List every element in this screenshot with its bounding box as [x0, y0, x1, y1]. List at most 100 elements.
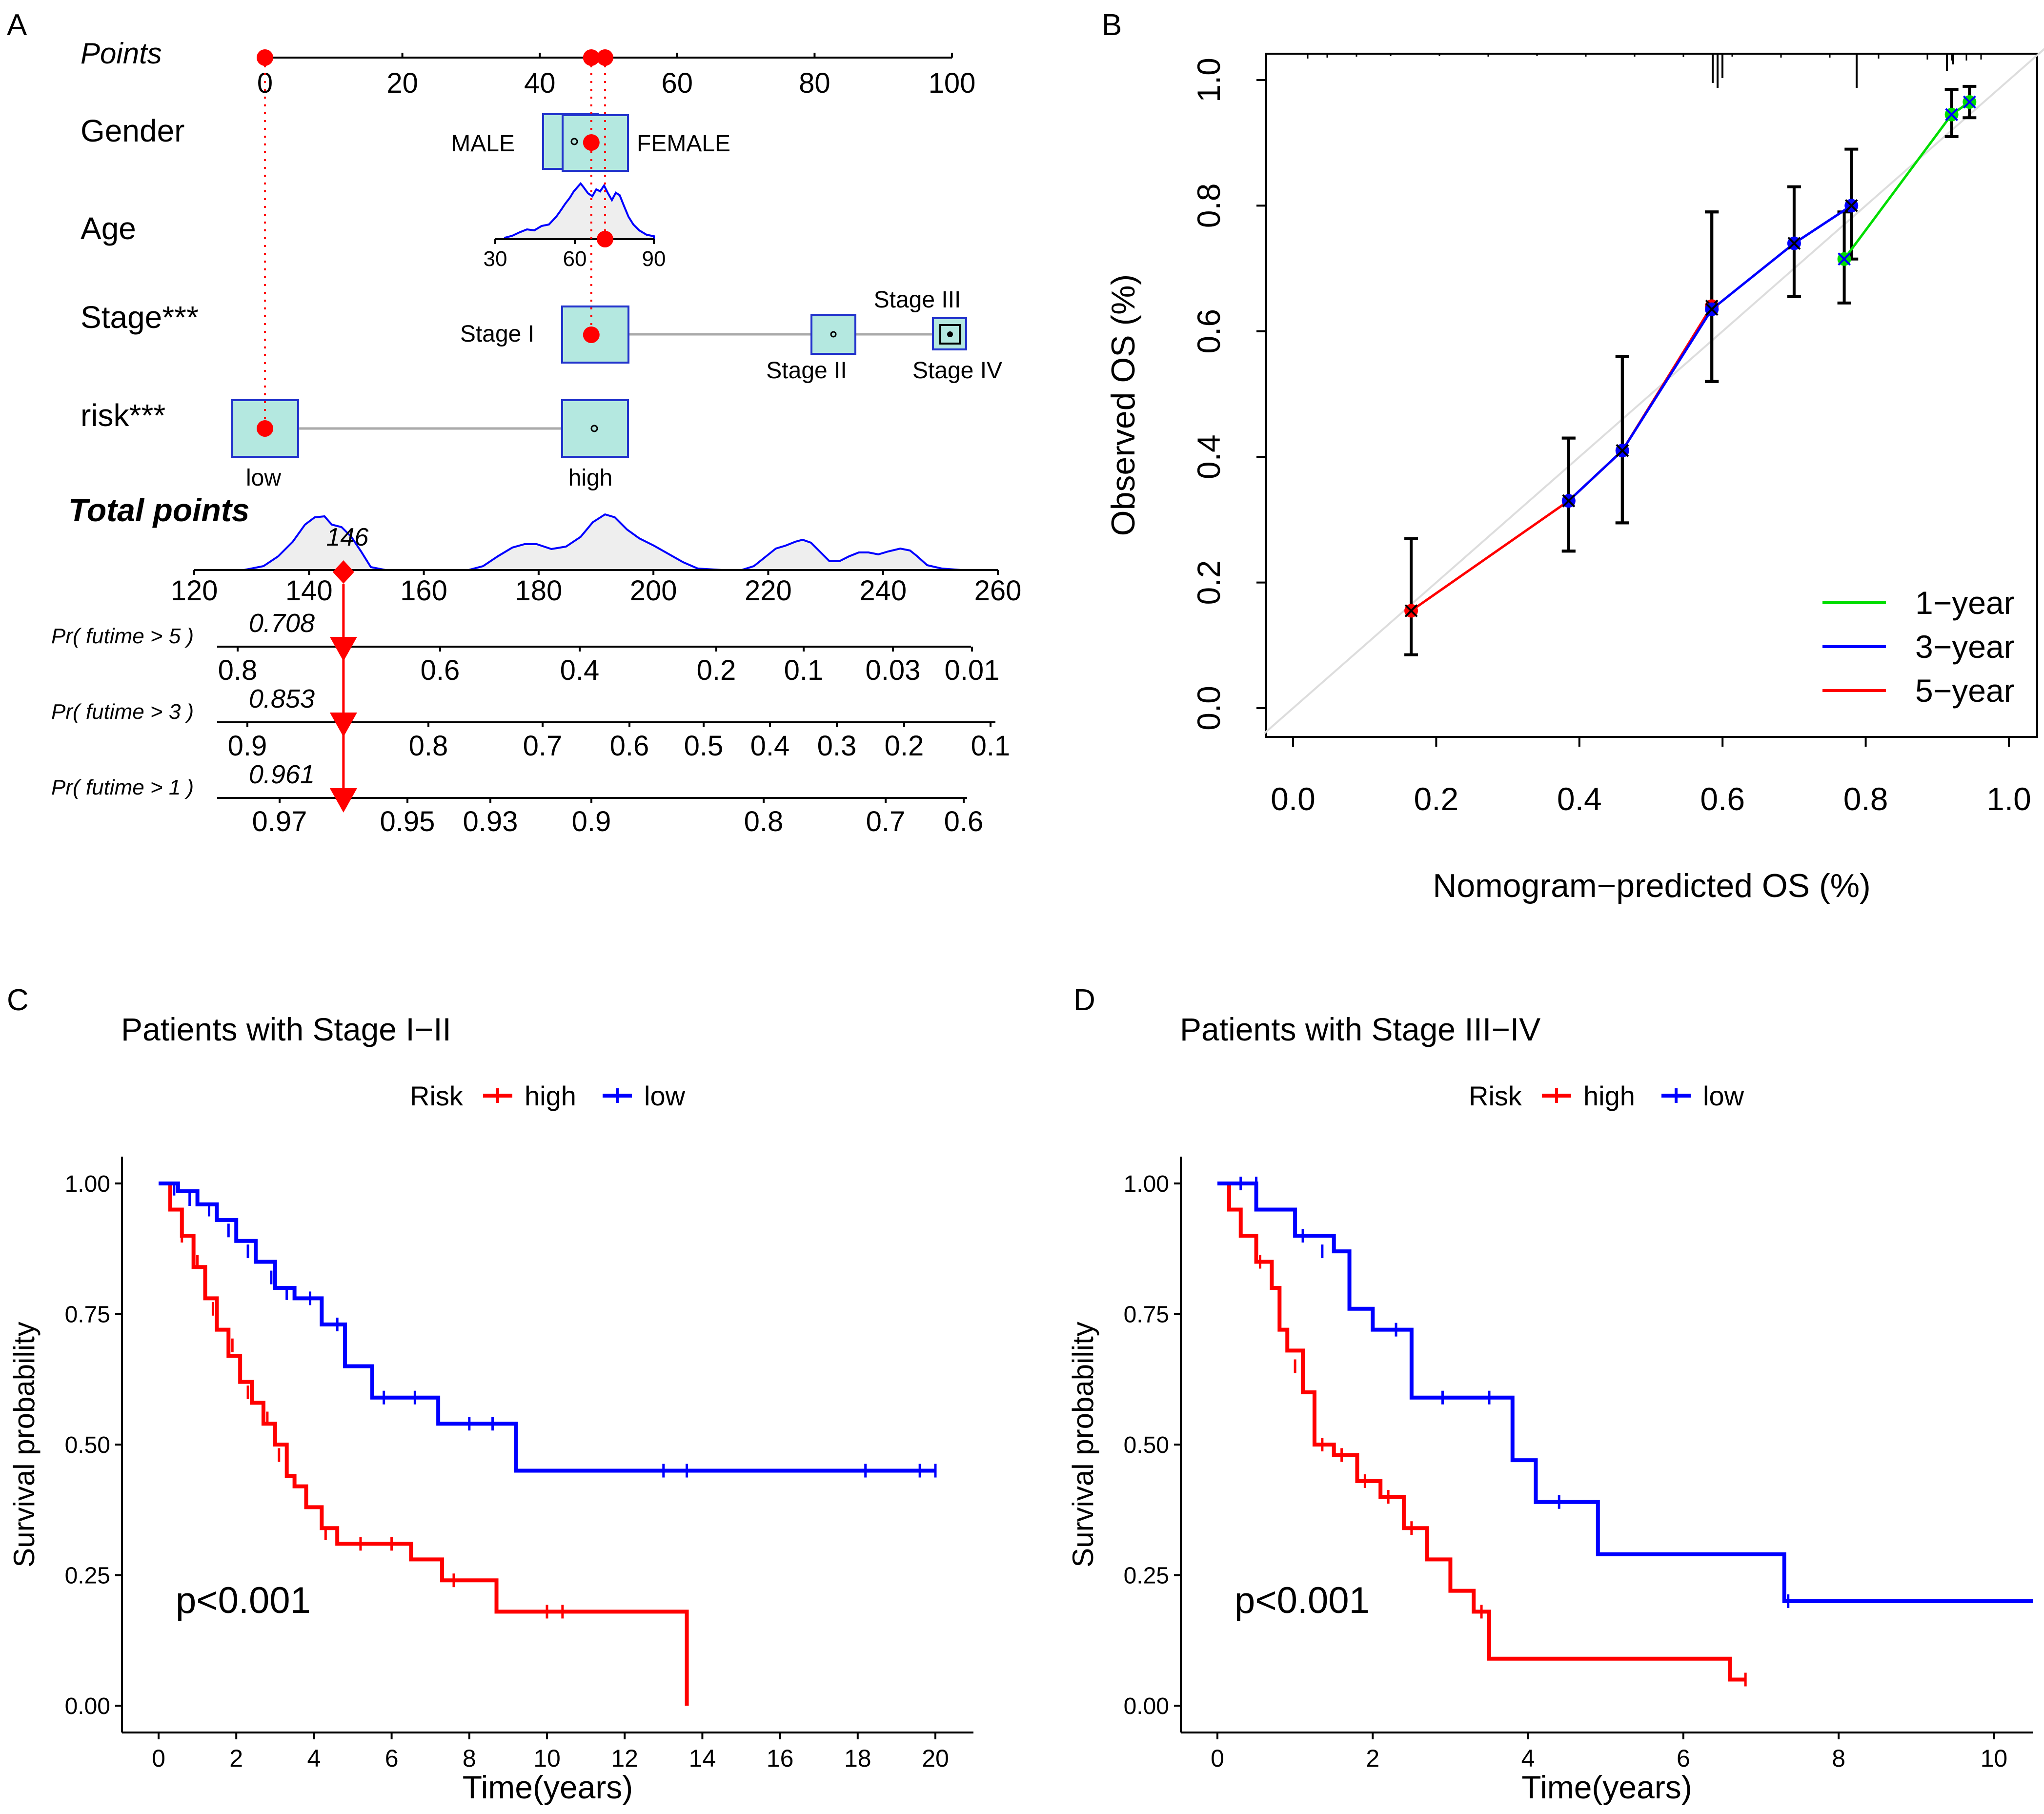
x-tick-label: 0.6 — [1700, 781, 1745, 817]
prediction-tick-label: 0.5 — [684, 730, 724, 762]
x-tick-label: 0 — [1211, 1745, 1224, 1772]
y-tick-label: 0.0 — [1191, 686, 1227, 731]
legend-label: high — [1583, 1080, 1635, 1111]
x-tick-label: 0 — [152, 1745, 165, 1772]
prediction-tick-label: 0.8 — [218, 654, 258, 686]
y-axis-title: Survival probability — [8, 1322, 40, 1568]
x-tick-label: 0.0 — [1271, 781, 1315, 817]
prediction-value: 0.708 — [249, 609, 315, 638]
prediction-tick-label: 0.03 — [866, 654, 921, 686]
risk-level-high: high — [568, 465, 613, 491]
risk-level-low: low — [246, 465, 281, 491]
calibration-cross — [1945, 108, 1959, 122]
prediction-label: Pr( futime > 5 ) — [51, 624, 194, 648]
x-tick-label: 6 — [385, 1745, 399, 1772]
survival-curve-high — [1217, 1182, 1746, 1682]
total-points-marker — [332, 560, 354, 584]
selected-point — [583, 134, 600, 151]
variable-name: Age — [81, 211, 136, 246]
total-points-tick-label: 260 — [974, 575, 1022, 607]
age-density — [504, 182, 655, 240]
legend-label: 5−year — [1915, 673, 2015, 709]
x-tick-label: 8 — [1832, 1745, 1845, 1772]
calibration-cross — [1404, 604, 1418, 617]
stage-level-ii: Stage II — [766, 358, 847, 384]
legend-label: low — [1703, 1080, 1744, 1111]
prediction-tick-label: 0.9 — [228, 730, 267, 762]
total-points-tick-label: 240 — [859, 575, 907, 607]
x-tick-label: 0.2 — [1414, 781, 1459, 817]
plot-box — [1265, 53, 2038, 738]
age-tick-label: 60 — [563, 247, 587, 271]
total-points-value: 146 — [326, 523, 368, 551]
calibration-cross — [1963, 95, 1976, 109]
prediction-value: 0.961 — [249, 760, 315, 789]
gender-level-male: MALE — [451, 131, 515, 157]
y-tick-label: 1.0 — [1191, 58, 1227, 102]
total-points-tick-label: 140 — [285, 575, 333, 607]
calibration-cross — [1787, 237, 1801, 250]
selected-point — [257, 420, 273, 437]
legend-label: low — [644, 1080, 686, 1111]
prediction-tick-label: 0.3 — [817, 730, 857, 762]
x-axis-title: Time(years) — [1521, 1769, 1692, 1805]
y-tick-label: 0.8 — [1191, 183, 1227, 228]
panel-label: D — [1073, 983, 1095, 1017]
points-tick-label: 100 — [929, 67, 976, 99]
prediction-tick-label: 0.8 — [409, 730, 448, 762]
y-tick-label: 0.00 — [65, 1693, 110, 1719]
panel-d: D Patients with Stage III−IV Risk high low 0.… — [1067, 983, 2033, 1805]
panel-c: C Patients with Stage I−II Risk high low 0.00… — [7, 983, 973, 1805]
y-tick-label: 0.4 — [1191, 434, 1227, 479]
stage-iv-dot — [947, 331, 953, 337]
panel-a: A Points 0 20 40 60 80 100 Gender Age Stage*** risk… — [7, 8, 1021, 837]
prediction-tick-label: 0.01 — [945, 654, 1000, 686]
selected-point — [596, 231, 613, 247]
x-tick-label: 8 — [463, 1745, 476, 1772]
x-tick-label: 0.4 — [1557, 781, 1602, 817]
total-points-tick-label: 160 — [400, 575, 447, 607]
x-tick-label: 2 — [229, 1745, 243, 1772]
total-points-label: Total points — [68, 492, 250, 528]
prediction-tick-label: 0.6 — [421, 654, 460, 686]
total-points-tick-label: 120 — [171, 575, 218, 607]
selected-point — [257, 49, 273, 66]
survival-curve-low — [1217, 1182, 2033, 1603]
panel-label: B — [1102, 8, 1122, 42]
x-tick-label: 4 — [1521, 1745, 1535, 1772]
x-tick-label: 1.0 — [1986, 781, 2031, 817]
age-tick-label: 90 — [642, 247, 666, 271]
calibration-cross — [1838, 252, 1851, 266]
calibration-line-3-year — [1568, 204, 1852, 502]
ideal-line — [1264, 48, 2044, 734]
calibration-cross — [1616, 444, 1629, 457]
total-points-tick-label: 180 — [515, 575, 562, 607]
y-axis-title: Observed OS (%) — [1105, 274, 1142, 536]
gender-center-dot — [570, 138, 578, 145]
prediction-tick-label: 0.4 — [560, 654, 600, 686]
points-tick-label: 20 — [386, 67, 418, 99]
prediction-tick-label: 0.2 — [697, 654, 736, 686]
x-tick-label: 2 — [1366, 1745, 1379, 1772]
legend-label: 1−year — [1915, 585, 2015, 621]
y-tick-label: 0.25 — [1124, 1563, 1169, 1589]
stage-level-i: Stage I — [460, 321, 534, 347]
variable-name: risk*** — [81, 398, 165, 433]
points-tick-label: 60 — [662, 67, 693, 99]
prediction-value: 0.853 — [249, 684, 315, 713]
prediction-tick-label: 0.6 — [610, 730, 649, 762]
x-tick-label: 4 — [307, 1745, 321, 1772]
stage-ii-dot — [830, 331, 837, 338]
stage-level-iv: Stage IV — [912, 358, 1002, 384]
p-value: p<0.001 — [1234, 1580, 1370, 1621]
legend-title: Risk — [1469, 1080, 1522, 1111]
risk-box-high — [561, 399, 629, 458]
x-tick-label: 16 — [767, 1745, 794, 1772]
points-tick-label: 80 — [799, 67, 830, 99]
chart-title: Patients with Stage III−IV — [1180, 1011, 1540, 1047]
chart-title: Patients with Stage I−II — [121, 1011, 451, 1047]
total-points-tick-label: 220 — [745, 575, 792, 607]
prediction-tick-label: 0.7 — [523, 730, 563, 762]
risk-high-dot — [590, 425, 598, 432]
